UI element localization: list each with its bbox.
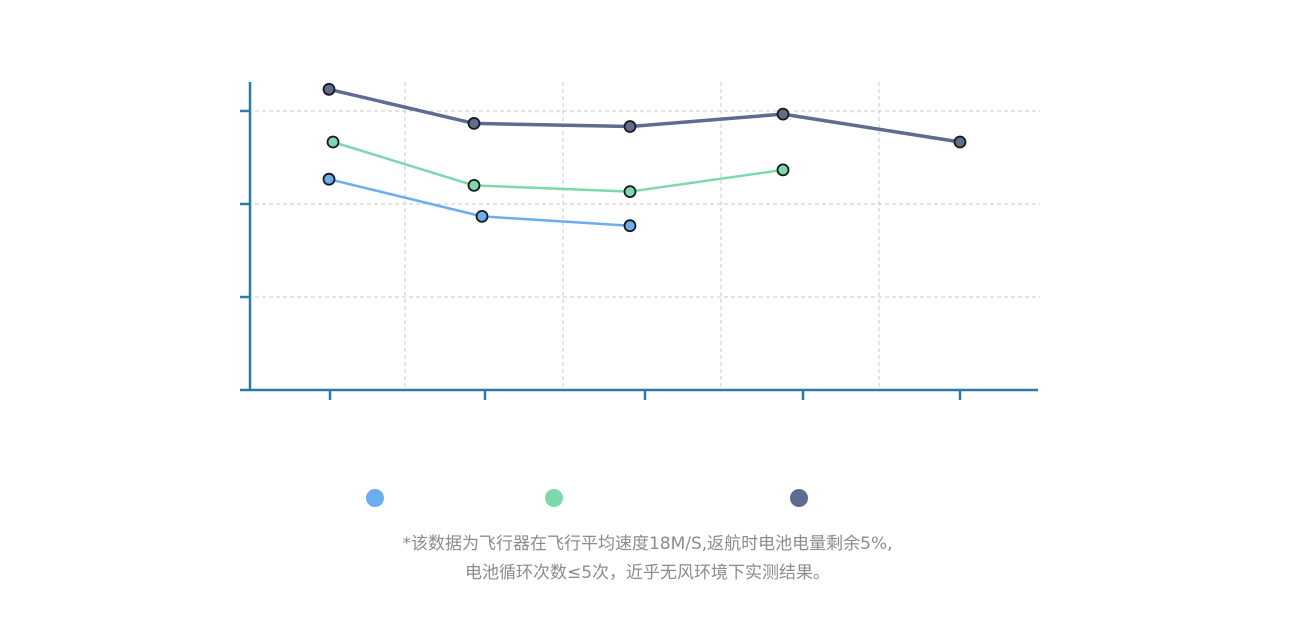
data-point — [322, 172, 336, 186]
chart-footnote: *该数据为飞行器在飞行平均速度18M/S,返航时电池电量剩余5%, 电池循环次数… — [0, 530, 1295, 588]
chart-axes — [240, 82, 1038, 400]
data-point — [475, 209, 489, 223]
chart-grid — [255, 82, 1040, 390]
series-3 — [322, 82, 967, 149]
data-point — [467, 117, 481, 130]
data-point — [623, 219, 637, 233]
footnote-line-2: 电池循环次数≤5次，近乎无风环境下实测结果。 — [464, 563, 831, 583]
series-1 — [322, 172, 637, 233]
legend-marker-series-3 — [790, 489, 808, 507]
series-line — [332, 140, 784, 193]
series-line — [328, 87, 961, 144]
line-chart — [240, 82, 1040, 400]
legend-marker-series-2 — [545, 489, 563, 507]
legend-marker-series-1 — [366, 489, 384, 507]
footnote-line-1: *该数据为飞行器在飞行平均速度18M/S,返航时电池电量剩余5%, — [402, 534, 893, 554]
data-point — [623, 185, 637, 199]
data-point — [467, 178, 481, 192]
data-point — [953, 135, 967, 149]
data-point — [326, 135, 340, 149]
data-point — [623, 120, 637, 133]
data-point — [776, 107, 790, 121]
data-point — [776, 163, 790, 177]
data-point — [322, 82, 336, 96]
series-2 — [326, 135, 790, 199]
chart-legend — [0, 489, 1295, 509]
chart-series — [322, 82, 967, 233]
